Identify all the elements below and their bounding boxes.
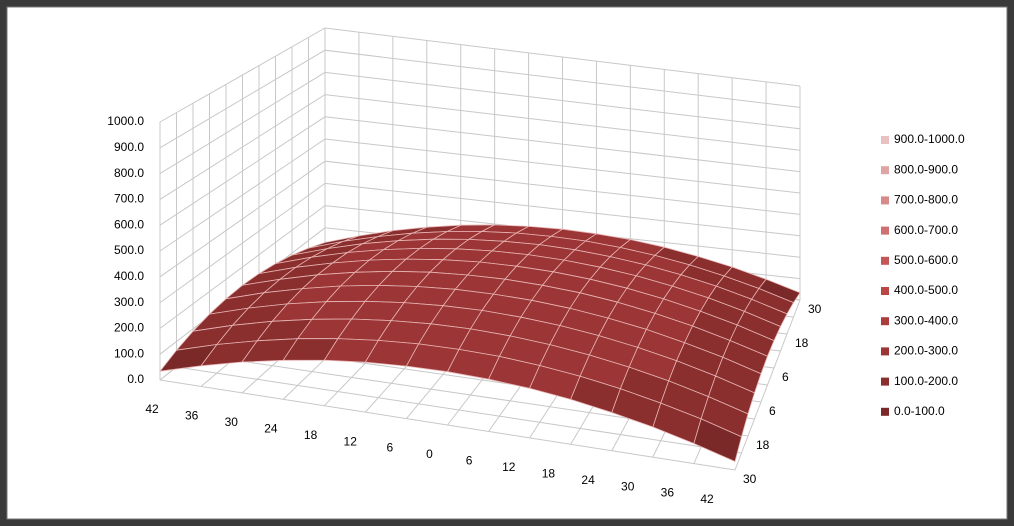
labels: 0.0 100.0 200.0 300.0 400.0 500.0 600.0 700.0 80… [107,114,821,506]
x-tick-label: 42 [145,402,159,416]
z-tick-label: 700.0 [114,192,144,206]
z-tick-label: 100.0 [114,346,144,360]
x-tick-label: 30 [225,415,239,429]
x-tick-label: 36 [185,409,199,423]
x-tick-label: 24 [581,473,595,487]
legend-label: 900.0-1000.0 [894,132,965,146]
legend-swatch [881,166,889,175]
legend-label: 100.0-200.0 [894,374,958,388]
floor-grid-line [176,366,742,454]
y-tick-label: 6 [782,370,789,384]
legend-swatch [881,196,889,205]
legend-label: 0.0-100.0 [894,404,945,418]
legend-swatch [881,226,889,235]
legend-swatch [881,407,889,416]
legend-label: 500.0-600.0 [894,253,958,267]
x-tick-label: 42 [700,492,714,506]
legend-swatch [881,377,889,386]
y-tick-label: 30 [808,302,822,316]
legend-swatch [881,256,889,265]
z-tick-label: 500.0 [114,243,144,257]
y-tick-label: 18 [756,438,770,452]
legend: 0.0-100.0 100.0-200.0 200.0-300.0 300.0-400… [881,132,965,418]
z-tick-label: 800.0 [114,166,144,180]
z-tick-label: 900.0 [114,140,144,154]
x-tick-label: 18 [304,428,318,442]
y-tick-label: 6 [769,404,776,418]
z-tick-label: 1000.0 [107,114,144,128]
z-tick-label: 400.0 [114,269,144,283]
legend-label: 400.0-500.0 [894,283,958,297]
y-tick-label: 30 [743,472,757,486]
x-tick-label: 30 [621,479,635,493]
legend-label: 200.0-300.0 [894,344,958,358]
x-tick-label: 6 [387,441,394,455]
x-tick-label: 0 [426,447,433,461]
x-tick-label: 6 [466,454,473,468]
x-tick-label: 36 [661,486,675,500]
x-tick-label: 12 [502,460,516,474]
legend-swatch [881,136,889,144]
y-tick-label: 18 [795,336,809,350]
legend-swatch [881,347,889,356]
surface-cell [693,418,742,462]
x-tick-label: 18 [542,466,556,480]
x-tick-label: 24 [264,421,278,435]
z-tick-label: 200.0 [114,321,144,335]
legend-label: 600.0-700.0 [894,223,958,237]
z-tick-label: 0.0 [127,372,144,386]
floor-grid-line [159,379,736,471]
legend-swatch [881,287,889,295]
surface [159,224,801,462]
legend-label: 800.0-900.0 [894,162,958,176]
z-tick-label: 300.0 [114,295,144,309]
legend-swatch [881,317,889,326]
legend-label: 700.0-800.0 [894,193,958,207]
legend-label: 300.0-400.0 [894,313,958,327]
z-tick-label: 600.0 [114,217,144,231]
x-tick-label: 12 [344,434,358,448]
